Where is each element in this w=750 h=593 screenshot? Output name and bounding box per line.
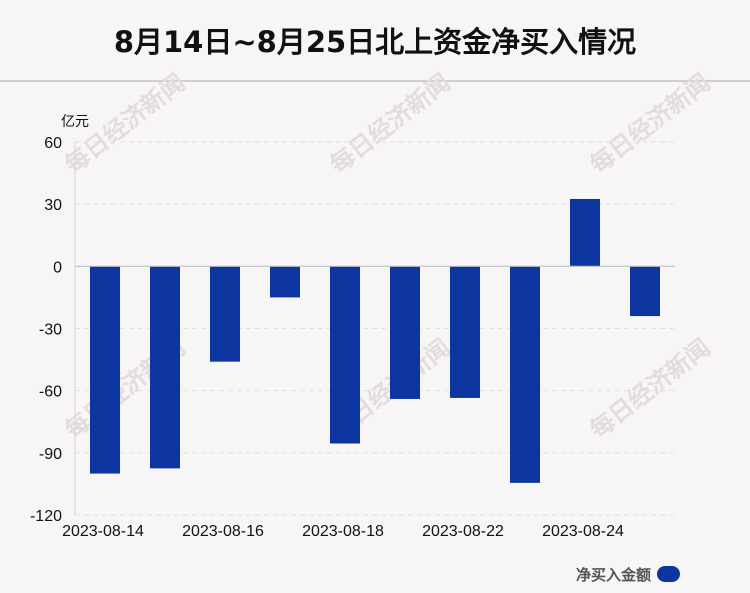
title-divider [0, 80, 750, 82]
legend-swatch [657, 566, 681, 582]
y-tick-label: 30 [44, 197, 62, 214]
y-tick-label: -90 [39, 446, 62, 463]
y-tick-label: -120 [30, 508, 62, 525]
bars-group [90, 198, 660, 483]
y-tick-label: 60 [44, 135, 62, 152]
axes-group [74, 142, 675, 515]
y-tick-label: 0 [53, 259, 62, 276]
watermark-text: 每日经济新闻 [585, 333, 716, 444]
bar-2023-08-22 [450, 266, 480, 398]
bar-2023-08-23 [510, 266, 540, 483]
y-axis-unit-label: 亿元 [61, 114, 89, 130]
bar-2023-08-21 [390, 266, 420, 399]
x-tick-label: 2023-08-18 [302, 523, 384, 540]
labels-group: 60 30 0 -30 -60 -90 -120 亿元 2023-08-14 2023-08-16… [30, 114, 624, 540]
bar-2023-08-14 [90, 266, 120, 474]
watermark-text: 每日经济新闻 [585, 68, 716, 179]
x-tick-label: 2023-08-24 [542, 523, 624, 540]
x-tick-label: 2023-08-14 [62, 523, 144, 540]
bar-2023-08-15 [150, 266, 180, 469]
chart-title: 8月14日~8月25日北上资金净买入情况 [113, 25, 637, 59]
bar-2023-08-25 [630, 266, 660, 317]
x-tick-label: 2023-08-16 [182, 523, 264, 540]
x-tick-label: 2023-08-22 [422, 523, 504, 540]
bar-2023-08-16 [210, 266, 240, 362]
bar-2023-08-24 [570, 198, 600, 267]
legend: 净买入金额 [576, 563, 681, 585]
y-tick-label: -30 [39, 322, 62, 339]
watermark-text: 每日经济新闻 [325, 68, 456, 179]
legend-label: 净买入金额 [576, 565, 652, 584]
bar-2023-08-17 [270, 266, 300, 298]
y-tick-label: -60 [39, 384, 62, 401]
bar-2023-08-18 [330, 266, 360, 444]
